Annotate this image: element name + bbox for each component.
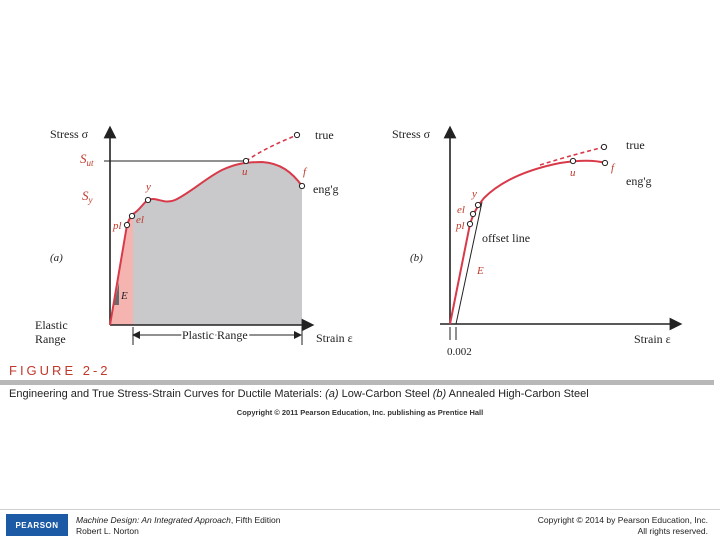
point-a-el xyxy=(128,212,136,220)
panel-a: Stress σ Strain ε (a) Sut Sy y el pl u f… xyxy=(35,125,353,346)
point-b-f xyxy=(601,159,609,167)
elastic-range-label-2: Range xyxy=(35,332,66,346)
panel-a-engg-label: eng'g xyxy=(313,182,339,196)
point-b-f-label: f xyxy=(611,162,616,174)
point-b-true-end xyxy=(600,143,608,151)
panel-a-true-curve xyxy=(245,134,298,162)
point-b-el xyxy=(469,210,477,218)
point-a-E-label: E xyxy=(120,290,128,302)
panel-b-true-curve xyxy=(539,146,605,166)
point-a-pl xyxy=(123,221,131,229)
plastic-range-fill xyxy=(133,162,302,325)
figure-divider xyxy=(0,380,714,385)
point-b-pl-label: pl xyxy=(455,220,465,232)
footer-divider xyxy=(0,509,720,510)
point-b-y-label: y xyxy=(471,188,477,200)
point-b-pl xyxy=(466,220,474,228)
offset-line-label: offset line xyxy=(482,231,530,245)
footer-book-info: Machine Design: An Integrated Approach, … xyxy=(76,515,280,537)
point-a-y-label: y xyxy=(145,181,151,193)
footer-copyright: Copyright © 2014 by Pearson Education, I… xyxy=(538,515,708,537)
panel-b-y-label: Stress σ xyxy=(392,127,431,141)
yield-strength-label: Sy xyxy=(82,188,93,205)
footer-book-title: Machine Design: An Integrated Approach, … xyxy=(76,515,281,525)
figure-caption: Engineering and True Stress-Strain Curve… xyxy=(9,388,589,400)
point-a-u-label: u xyxy=(242,166,248,178)
footer-copyright-line-1: Copyright © 2014 by Pearson Education, I… xyxy=(537,515,708,525)
pearson-logo: PEARSON xyxy=(6,514,68,536)
panel-b-engineering-curve xyxy=(449,159,606,325)
panel-a-y-label: Stress σ xyxy=(50,127,89,141)
elastic-range-label-1: Elastic xyxy=(35,318,68,332)
panel-a-true-label: true xyxy=(315,128,334,142)
point-b-y xyxy=(474,201,482,209)
offset-line xyxy=(455,201,483,325)
panel-b-x-label: Strain ε xyxy=(634,332,671,346)
panel-b-engg-label: eng'g xyxy=(626,174,652,188)
plastic-range-label: Plastic Range xyxy=(182,328,248,342)
point-a-f-label: f xyxy=(303,166,308,178)
panel-b-true-label: true xyxy=(626,138,645,152)
panel-b: Stress σ Strain ε (b) y el pl u f E offs… xyxy=(392,125,683,358)
offset-value-label: 0.002 xyxy=(447,346,472,358)
point-a-f xyxy=(298,182,306,190)
point-a-el-label: el xyxy=(136,214,144,226)
point-b-el-label: el xyxy=(457,204,465,216)
point-b-u xyxy=(569,157,577,165)
point-b-E-label: E xyxy=(476,265,484,277)
figure-number: FIGURE 2-2 xyxy=(9,363,111,378)
point-a-true-end xyxy=(293,131,301,139)
panel-b-tag: (b) xyxy=(410,252,423,264)
point-a-y xyxy=(144,196,152,204)
figure-copyright: Copyright © 2011 Pearson Education, Inc.… xyxy=(236,408,484,417)
point-a-pl-label: pl xyxy=(112,220,122,232)
panel-a-x-label: Strain ε xyxy=(316,331,353,345)
point-b-u-label: u xyxy=(570,167,576,179)
footer-author: Robert L. Norton xyxy=(76,526,139,536)
ultimate-strength-label: Sut xyxy=(80,151,94,168)
panel-a-tag: (a) xyxy=(50,252,63,264)
footer-copyright-line-2: All rights reserved. xyxy=(637,526,708,536)
point-a-u xyxy=(242,157,250,165)
